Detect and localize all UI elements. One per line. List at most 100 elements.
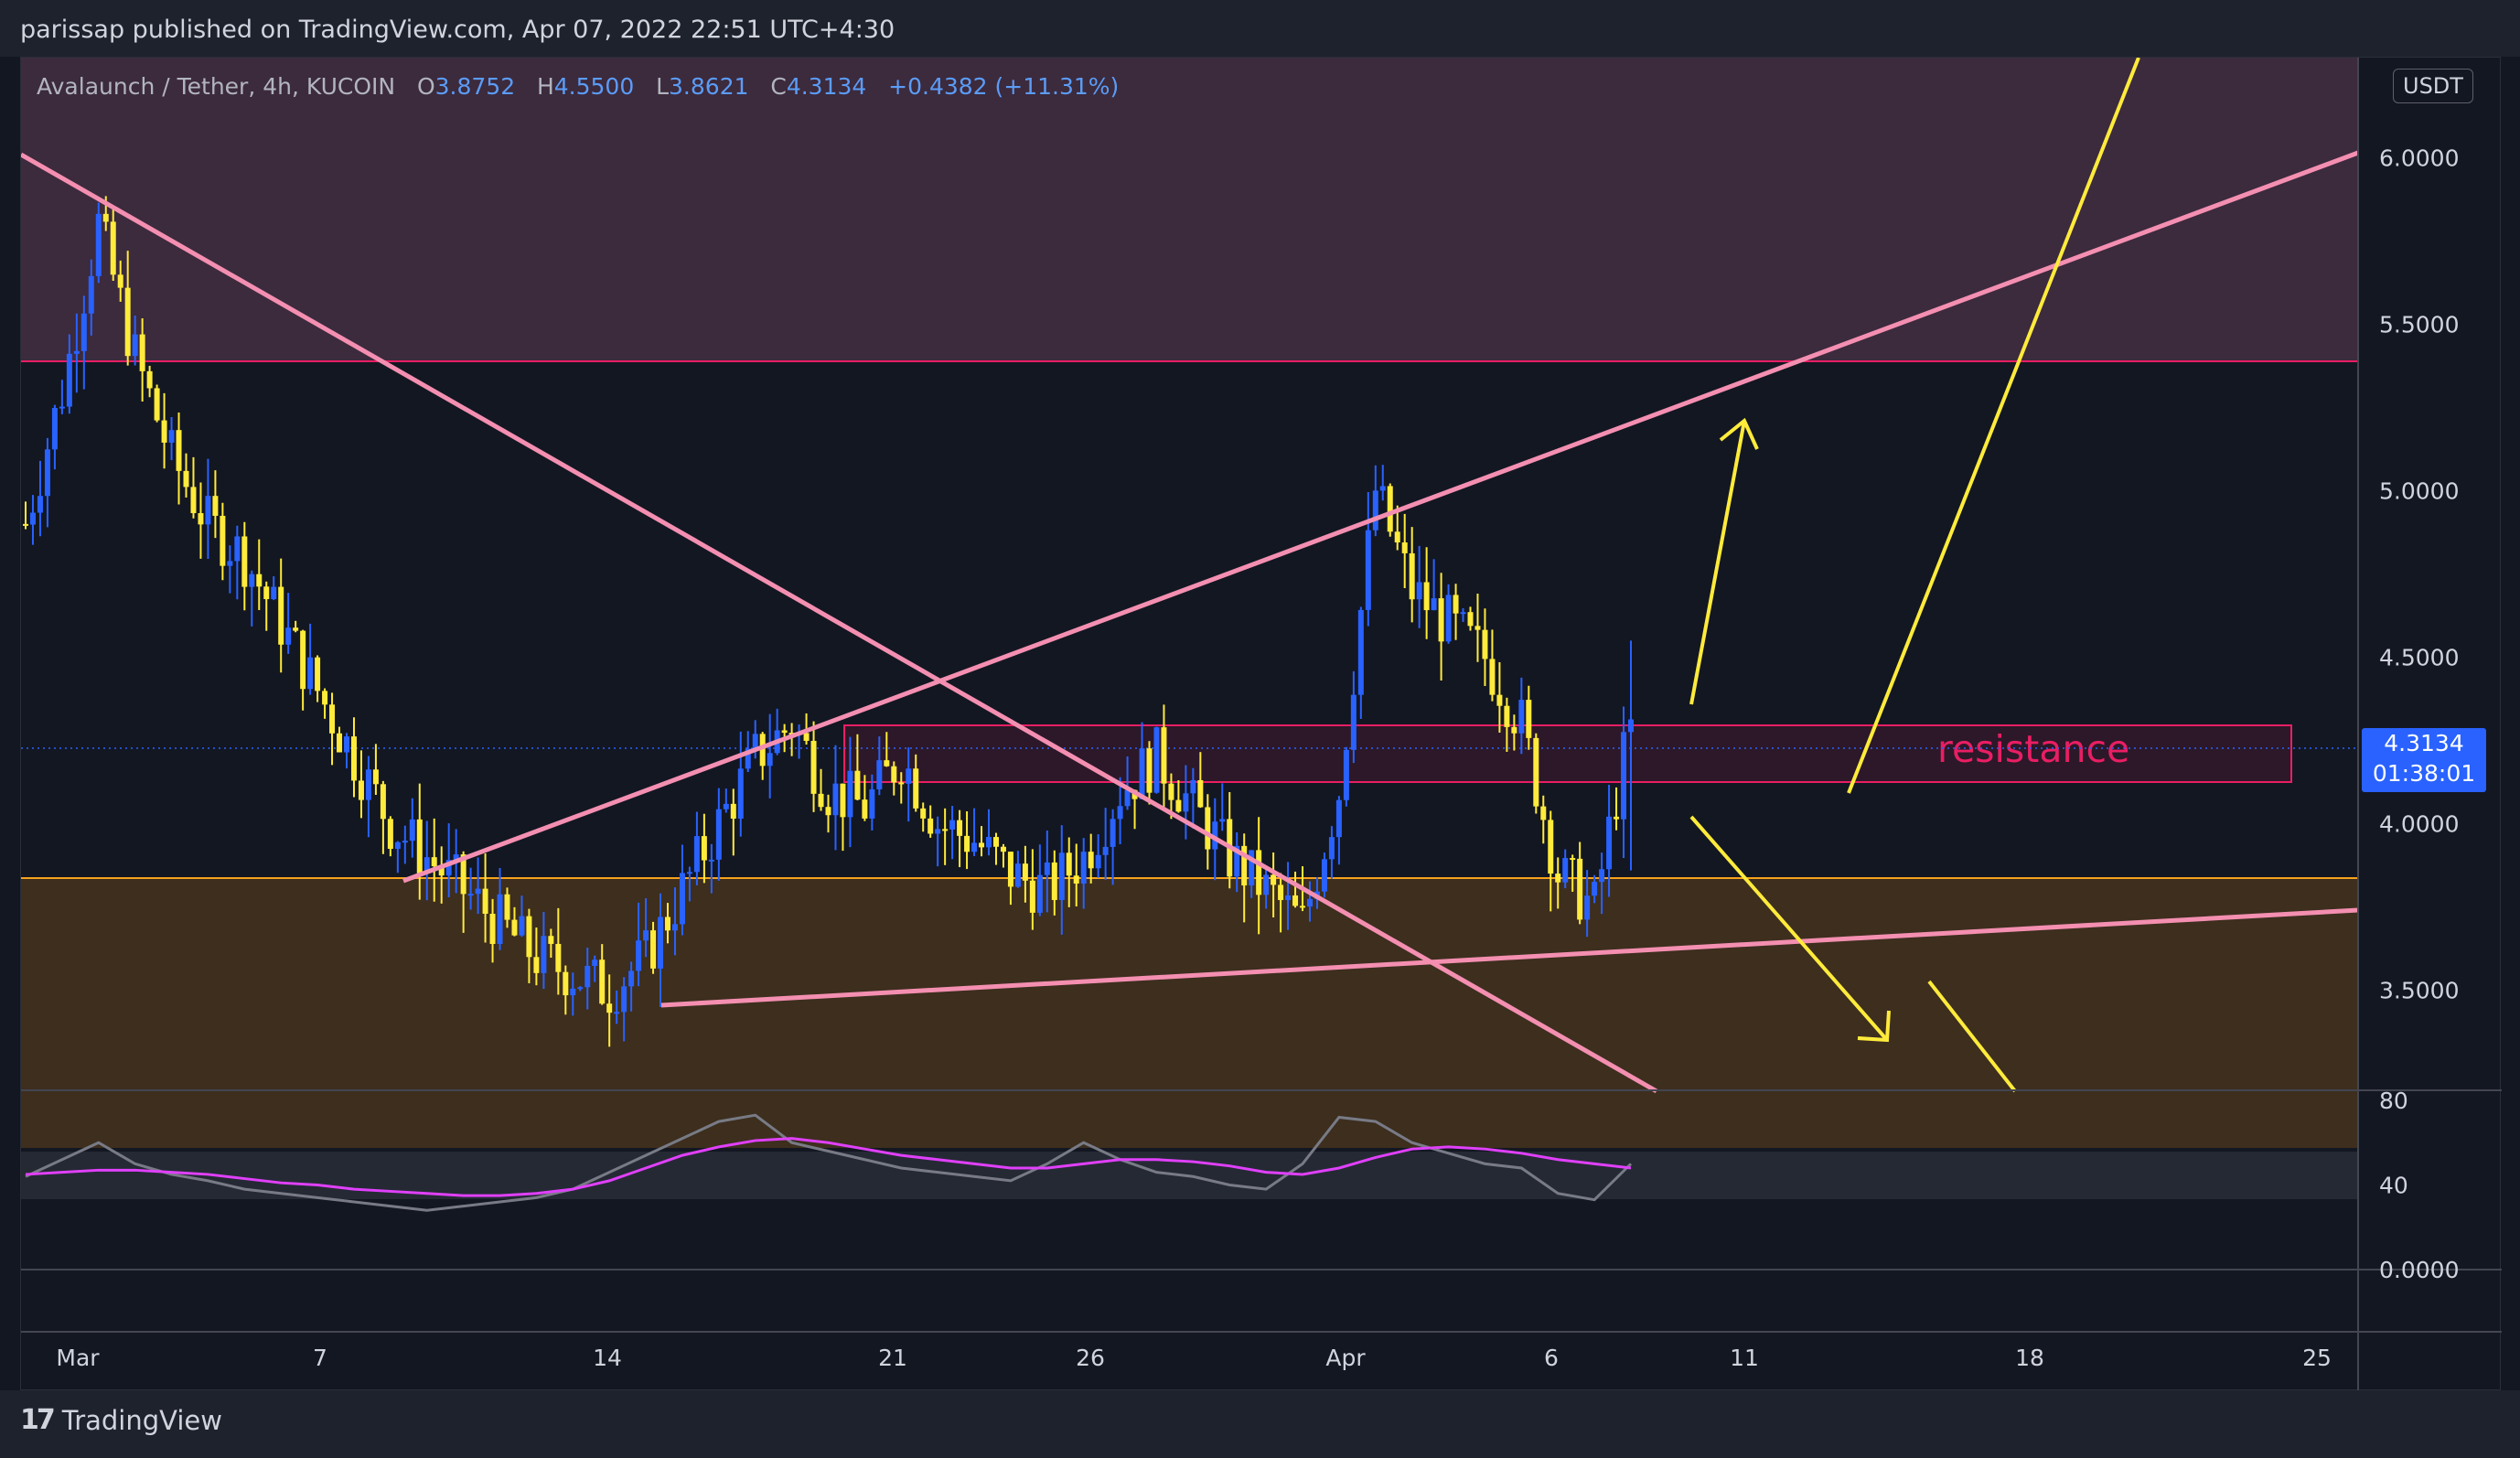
low-label: L	[656, 73, 670, 100]
candle-body	[1562, 858, 1569, 883]
candle-body	[212, 496, 219, 516]
tradingview-brand[interactable]: 17 TradingView	[20, 1404, 222, 1436]
candle-body	[1533, 737, 1539, 807]
candle-body	[723, 803, 729, 809]
rsi-group: 80 40 0.0000	[25, 1088, 2459, 1283]
candle-body	[1570, 858, 1576, 861]
candle-body	[1271, 874, 1277, 885]
candle-body	[745, 748, 751, 769]
candle-body	[1379, 486, 1386, 491]
candle-body	[205, 496, 211, 525]
candle-body	[679, 873, 685, 925]
candle-body	[592, 959, 598, 966]
candle-body	[759, 734, 766, 767]
candle-body	[249, 574, 255, 587]
candle-body	[1540, 806, 1547, 820]
candle-body	[577, 987, 584, 990]
candle-body	[1234, 845, 1240, 877]
high-label: H	[536, 73, 554, 100]
candle-body	[475, 888, 481, 895]
candle-body	[315, 657, 321, 691]
candle-body	[59, 406, 65, 409]
candle-body	[1614, 816, 1620, 820]
candle-body	[1599, 869, 1605, 883]
candle-body	[1453, 595, 1459, 614]
candle-body	[928, 818, 934, 834]
high-value: 4.5500	[553, 73, 635, 100]
candle-body	[847, 770, 853, 818]
candle-body	[1606, 816, 1613, 870]
candle-body	[818, 793, 824, 808]
candle-body	[533, 957, 540, 973]
candle-body	[964, 835, 970, 852]
candle-body	[1153, 727, 1160, 793]
candle-body	[504, 894, 510, 920]
candle-body	[1241, 845, 1248, 886]
candle-body	[1431, 598, 1437, 611]
candle-body	[1263, 874, 1270, 895]
candle-body	[372, 769, 379, 785]
candle-body	[1139, 748, 1145, 799]
candle-body	[387, 819, 393, 849]
candle-body	[1460, 612, 1466, 615]
price-chart-svg[interactable]: resistance 80 40 0.0000 6.0000 5.5000 5.0000…	[21, 58, 2502, 1391]
time-axis-tick: 18	[2015, 1345, 2044, 1371]
candle-body	[935, 829, 941, 834]
candle-body	[453, 854, 459, 861]
tradingview-logo-icon: 17	[20, 1404, 56, 1436]
candle-body	[445, 860, 452, 876]
candle-body	[365, 769, 371, 800]
candle-body	[95, 213, 102, 276]
candle-body	[891, 766, 897, 783]
close-value: 4.3134	[786, 73, 867, 100]
candle-body	[920, 808, 927, 819]
candle-body	[519, 916, 525, 936]
candle-body	[810, 740, 817, 794]
candle-body	[1328, 837, 1335, 860]
candle-body	[862, 799, 868, 819]
candle-body	[1409, 552, 1415, 600]
time-axis-tick: 21	[878, 1345, 907, 1371]
candle-body	[563, 971, 569, 996]
candle-body	[1321, 859, 1327, 892]
candle-body	[256, 574, 263, 587]
candle-body	[380, 784, 386, 820]
supply-zone	[21, 58, 2358, 361]
symbol-name: Avalaunch / Tether, 4h, KUCOIN	[37, 73, 396, 100]
price-axis[interactable]: 6.0000 5.5000 5.0000 4.5000 4.0000 3.5000	[2379, 145, 2459, 1003]
candle-body	[402, 841, 408, 843]
candle-body	[88, 275, 94, 314]
candle-body	[1372, 490, 1378, 531]
candle-body	[621, 986, 627, 1013]
candle-body	[949, 820, 956, 830]
candle-body	[285, 627, 292, 645]
candle-body	[66, 353, 72, 407]
candle-body	[555, 943, 562, 972]
candle-body	[394, 842, 401, 849]
candle-body	[1621, 732, 1627, 820]
currency-badge[interactable]: USDT	[2393, 69, 2473, 103]
candle-body	[1357, 609, 1364, 695]
candle-body	[1278, 884, 1284, 901]
candle-body	[942, 829, 949, 831]
candle-body	[146, 370, 153, 389]
down-arrow	[1689, 815, 1891, 1043]
close-label: C	[770, 73, 787, 100]
candle-body	[358, 780, 364, 800]
candle-body	[992, 837, 999, 847]
candle-body	[752, 734, 758, 749]
candle-body	[29, 512, 36, 525]
time-axis[interactable]: Mar 7 14 21 26 Apr 6 11 18 25	[56, 1345, 2331, 1371]
candle-body	[329, 704, 336, 734]
candle-body	[971, 842, 978, 852]
candle-body	[1548, 820, 1554, 874]
candle-body	[1007, 852, 1013, 887]
chart-area[interactable]: resistance 80 40 0.0000 6.0000 5.5000 5.0000…	[20, 57, 2502, 1391]
candle-body	[840, 783, 846, 818]
candle-body	[1482, 629, 1488, 659]
candle-body	[671, 924, 678, 931]
candle-body	[643, 930, 649, 941]
candle-body	[1401, 542, 1408, 553]
candle-body	[715, 809, 722, 860]
candle-body	[438, 866, 445, 876]
